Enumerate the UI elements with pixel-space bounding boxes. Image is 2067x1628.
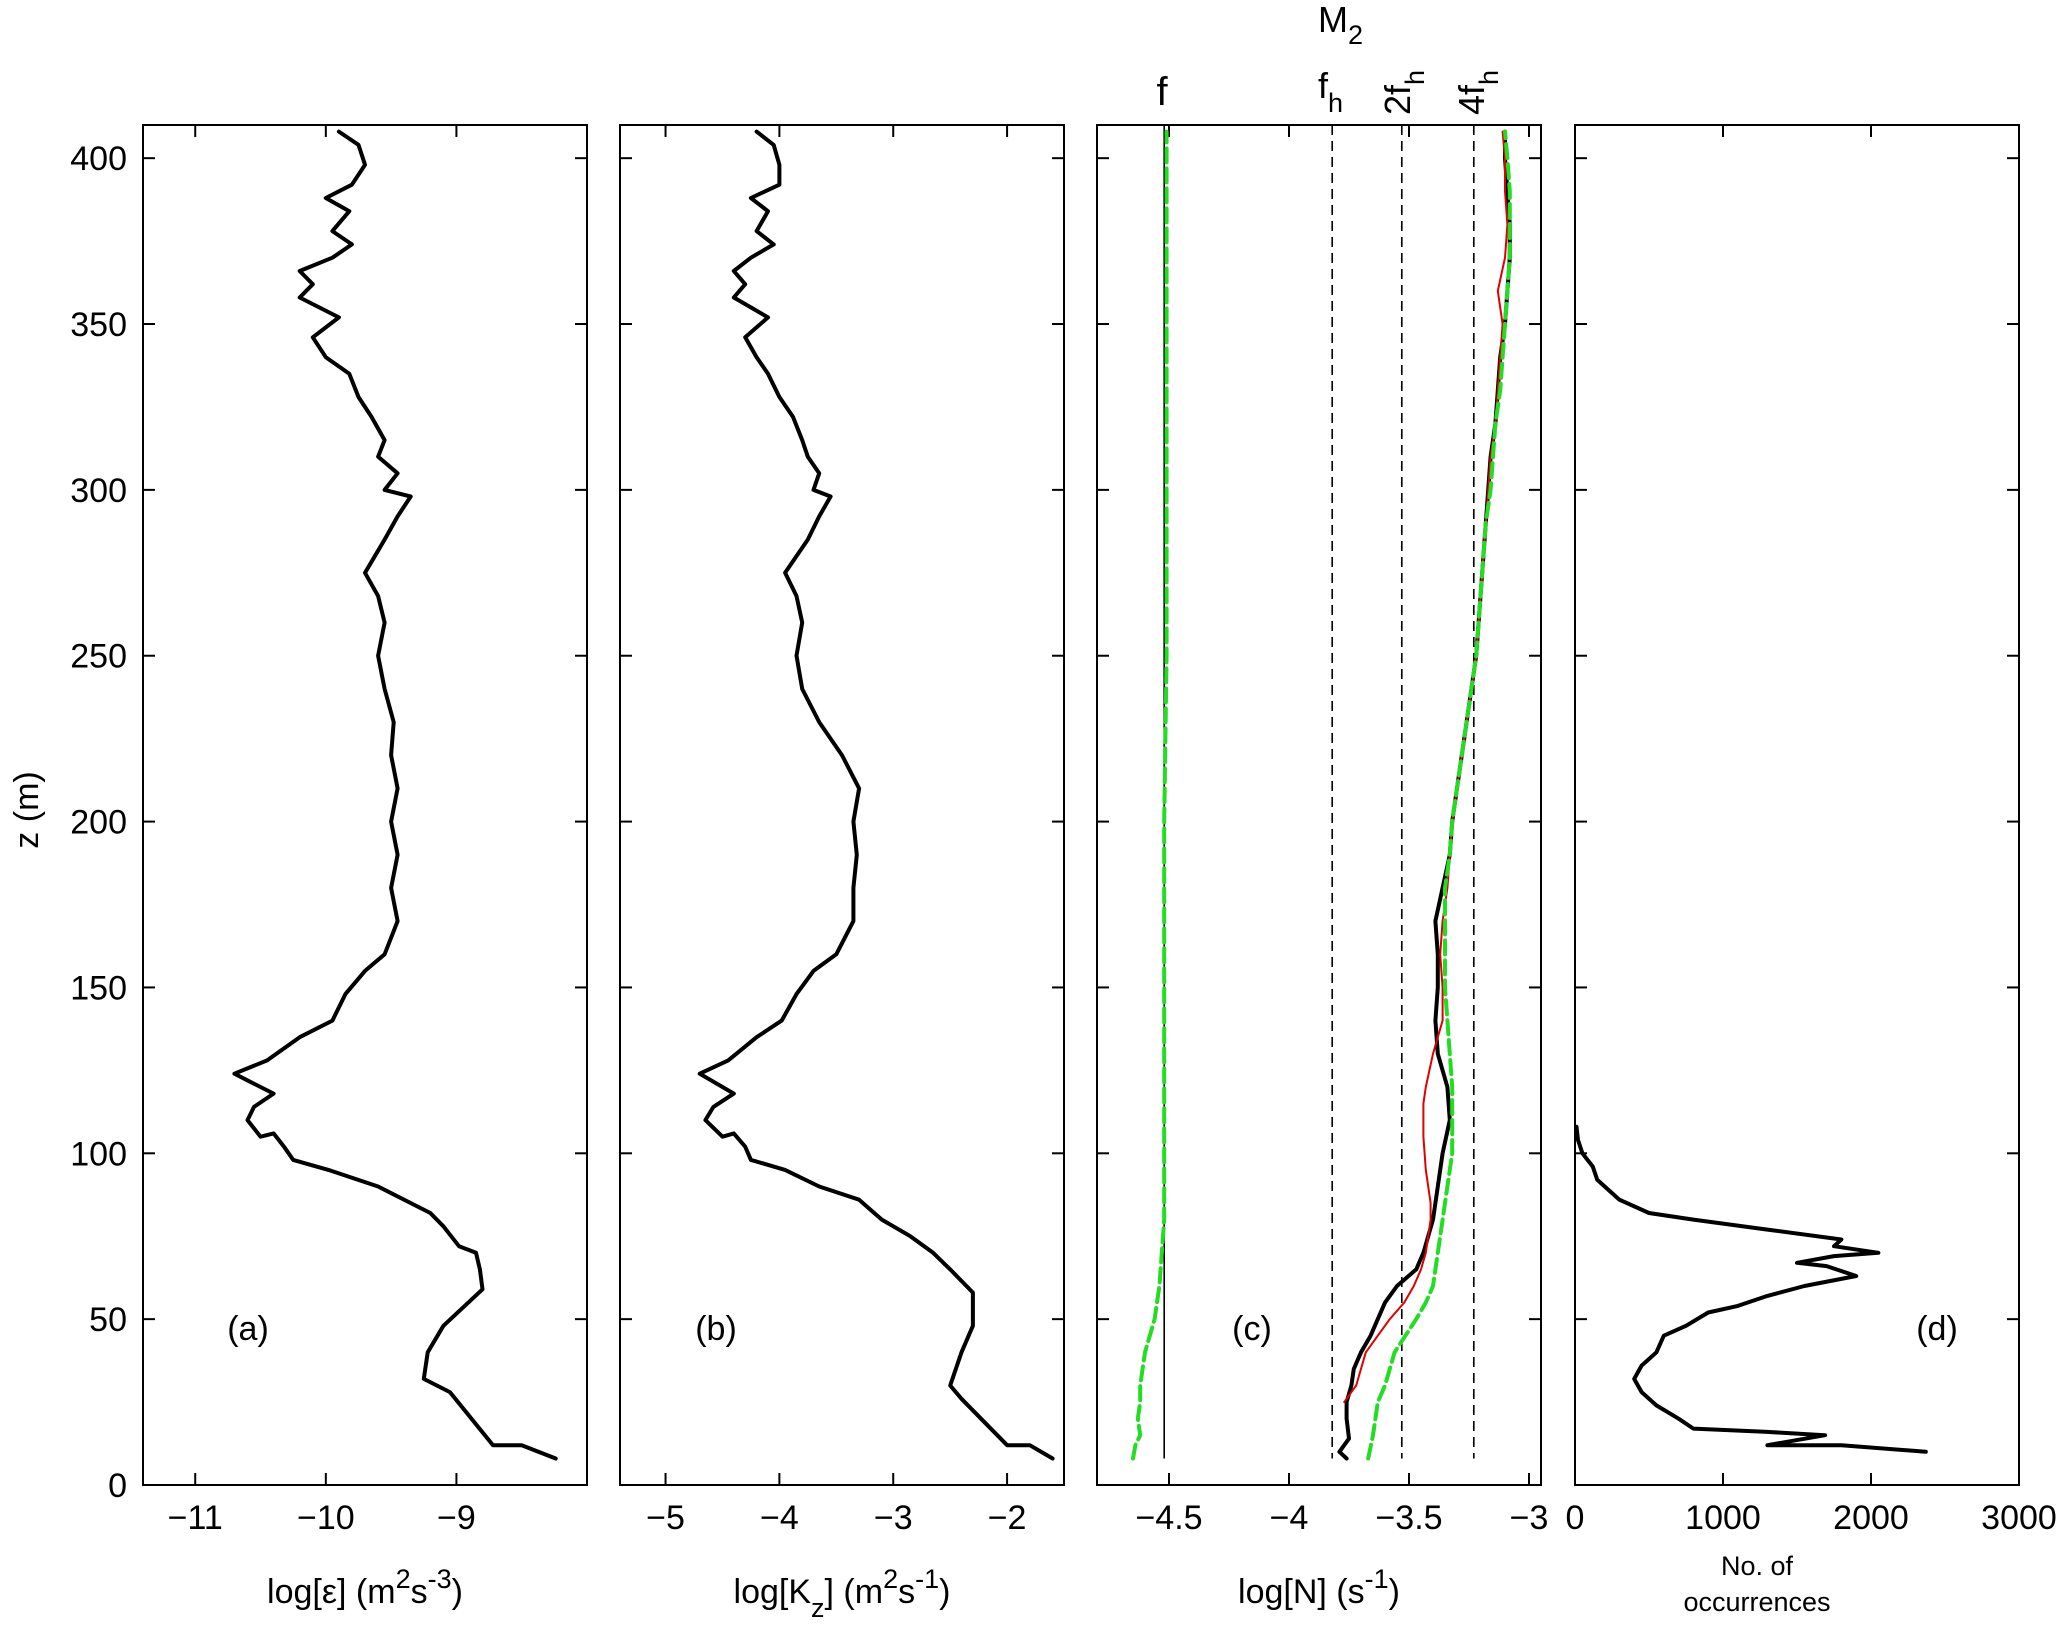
- panel-d-x-tick-label: 0: [1566, 1499, 1585, 1537]
- panel-b-x-tick-label: −4: [760, 1499, 799, 1537]
- panel-c-x-tick-label: −4: [1270, 1499, 1309, 1537]
- panel-d-xlabel-line1: No. of: [1721, 1551, 1794, 1581]
- panel-a-series-0: [232, 129, 558, 1461]
- y-tick-label: 100: [70, 1135, 127, 1173]
- y-tick-label: 0: [108, 1467, 127, 1505]
- panel-d-label: (d): [1916, 1310, 1958, 1348]
- panel-c-series-2: [1366, 129, 1512, 1461]
- panel-c-series-1: [1343, 130, 1509, 1404]
- panel-c-x-tick-label: −3.5: [1375, 1499, 1442, 1537]
- panel-a-x-tick-label: −9: [437, 1499, 476, 1537]
- panel-a: −11 −10 −9 (a) log[ε] (m2s-3): [142, 124, 588, 1611]
- panel-b-x-tick-label: −3: [874, 1499, 913, 1537]
- panel-b-series-0: [697, 129, 1055, 1461]
- panel-a-x-tick-label: −11: [168, 1499, 223, 1537]
- panel-d-x-tick-label: 3000: [1981, 1499, 2057, 1537]
- panel-c-label: (c): [1232, 1310, 1272, 1348]
- fh-line-label: fh: [1318, 65, 1343, 118]
- panel-b-xlabel: log[Kz] (m2s-1): [734, 1564, 951, 1623]
- panel-a-label: (a): [227, 1310, 269, 1348]
- panel-d-frame: [1574, 124, 2020, 1486]
- y-tick-label: 400: [70, 140, 127, 178]
- 4fh-line-label: 4fh: [1451, 70, 1504, 115]
- panel-c-xlabel: log[N] (s-1): [1238, 1564, 1400, 1611]
- y-tick-label: 350: [70, 306, 127, 344]
- panel-a-xlabel: log[ε] (m2s-3): [267, 1564, 463, 1611]
- panel-c-x-tick-label: −3: [1510, 1499, 1549, 1537]
- y-tick-label: 50: [89, 1301, 127, 1339]
- panel-d-x-tick-label: 1000: [1685, 1499, 1761, 1537]
- y-tick-label: 200: [70, 804, 127, 842]
- m2-label: M2: [1318, 0, 1363, 50]
- panel-c: −4.5 −4 −3.5 −3 (c) log[N] (s-1) f fh M2 2f…: [1096, 0, 1549, 1611]
- panel-c-frame: [1096, 124, 1542, 1486]
- panel-d: 0 1000 2000 3000 (d) No. of occurrences: [1566, 124, 2057, 1617]
- panel-a-x-tick-label: −10: [297, 1499, 355, 1537]
- panel-d-series-0: [1574, 1124, 1928, 1454]
- panel-b-frame: [619, 124, 1065, 1486]
- y-tick-labels: 0 50 100 150 200 250 300 350 400: [70, 140, 127, 1505]
- y-tick-label: 150: [70, 969, 127, 1007]
- y-tick-label: 250: [70, 638, 127, 676]
- panel-b: −5 −4 −3 −2 (b) log[Kz] (m2s-1): [619, 124, 1065, 1623]
- 2fh-line-label: 2fh: [1377, 70, 1430, 115]
- panel-b-x-tick-label: −5: [646, 1499, 685, 1537]
- y-axis-label: z (m): [8, 771, 46, 848]
- panel-c-series-3: [1131, 129, 1169, 1461]
- panel-d-x-tick-label: 2000: [1833, 1499, 1909, 1537]
- f-line-label: f: [1156, 70, 1168, 114]
- panel-b-label: (b): [695, 1310, 737, 1348]
- panel-a-frame: [142, 124, 588, 1486]
- panel-c-x-tick-label: −4.5: [1135, 1499, 1202, 1537]
- y-tick-label: 300: [70, 472, 127, 510]
- panel-d-xlabel-line2: occurrences: [1683, 1587, 1830, 1617]
- panel-b-x-tick-label: −2: [988, 1499, 1027, 1537]
